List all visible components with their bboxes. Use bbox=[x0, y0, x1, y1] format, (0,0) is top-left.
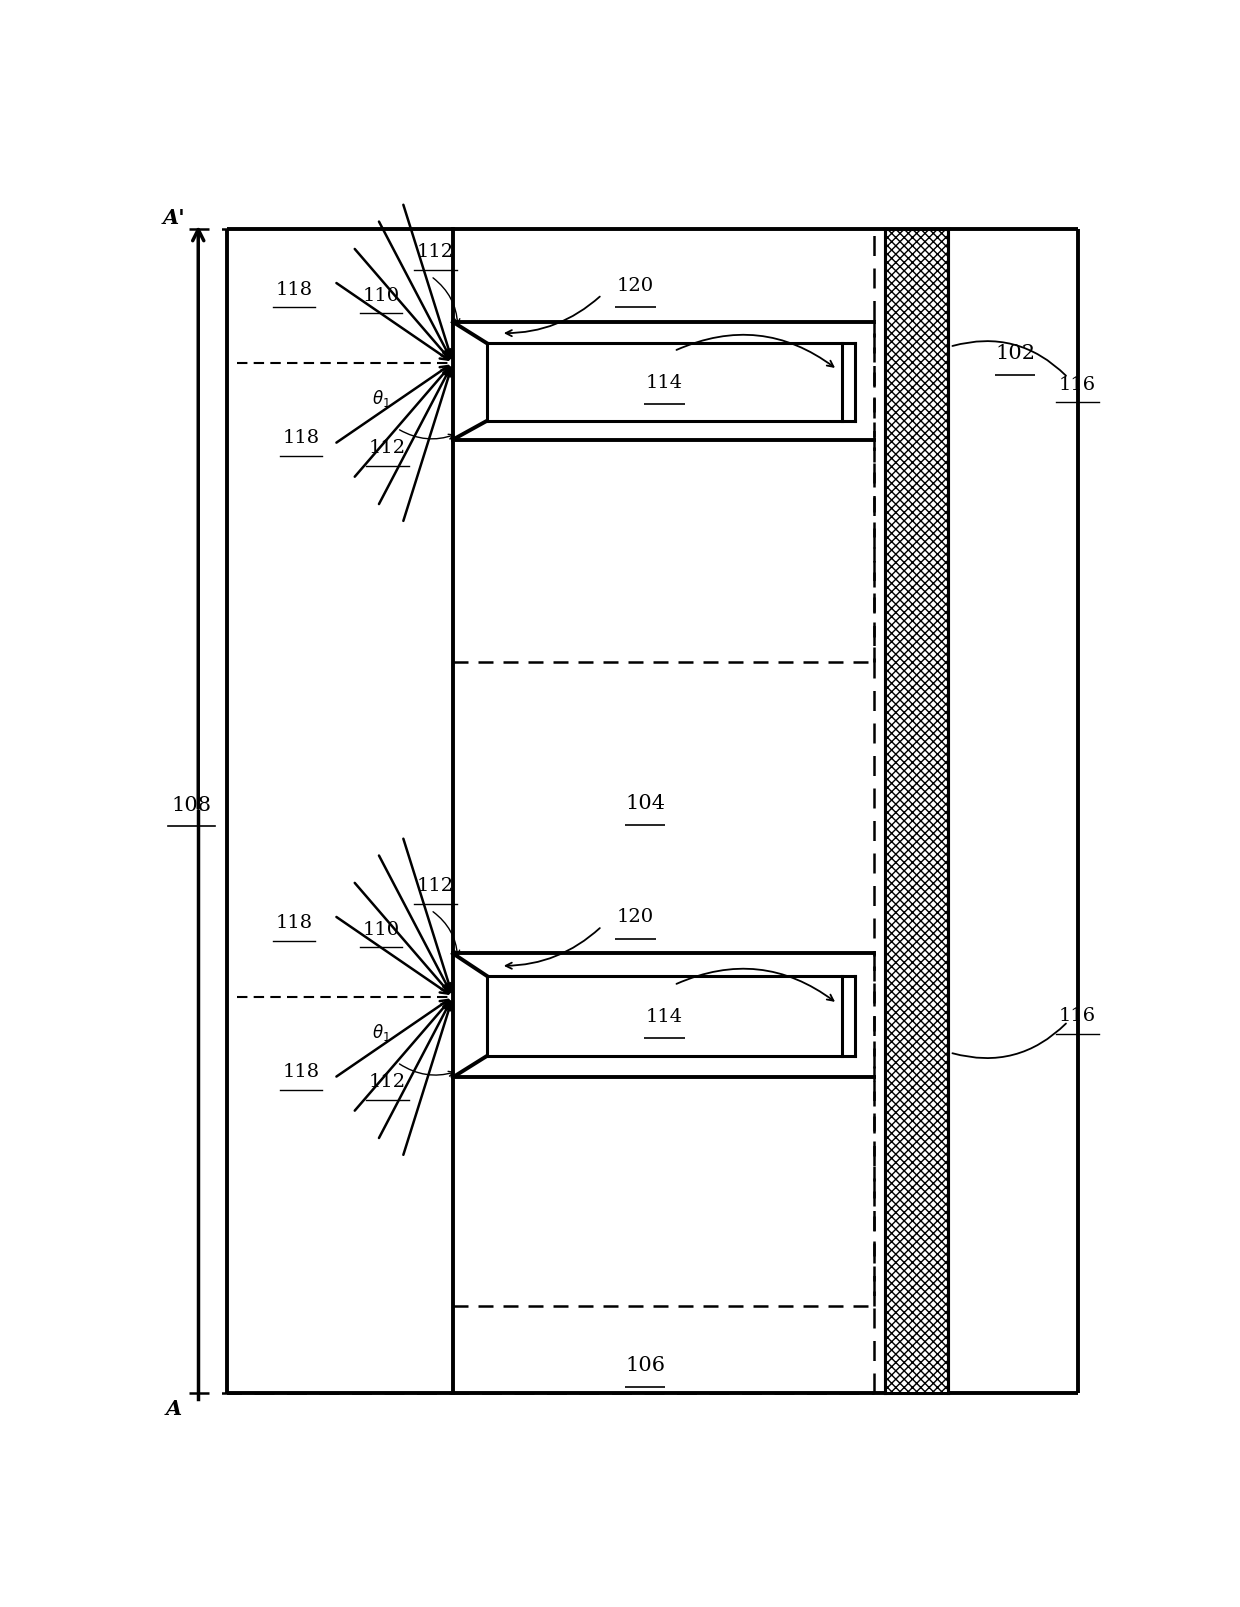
Text: 114: 114 bbox=[646, 374, 683, 392]
Text: 118: 118 bbox=[283, 1062, 320, 1080]
Text: $\theta_1$: $\theta_1$ bbox=[372, 1022, 391, 1043]
Text: A: A bbox=[166, 1398, 182, 1417]
Text: 112: 112 bbox=[370, 1072, 407, 1090]
Text: 118: 118 bbox=[275, 914, 312, 932]
Text: 112: 112 bbox=[370, 439, 407, 456]
Text: 116: 116 bbox=[1059, 1006, 1096, 1025]
Text: 116: 116 bbox=[1059, 376, 1096, 394]
Text: 106: 106 bbox=[625, 1355, 665, 1374]
Text: 104: 104 bbox=[625, 794, 665, 813]
Text: 110: 110 bbox=[362, 286, 399, 305]
Text: 120: 120 bbox=[618, 908, 653, 926]
Text: 110: 110 bbox=[362, 921, 399, 938]
Text: 102: 102 bbox=[994, 344, 1035, 363]
Text: 112: 112 bbox=[417, 877, 454, 895]
Text: $\theta_1$: $\theta_1$ bbox=[372, 387, 391, 408]
Text: 108: 108 bbox=[171, 795, 212, 815]
Text: 118: 118 bbox=[275, 280, 312, 299]
Text: 118: 118 bbox=[283, 429, 320, 447]
Text: 112: 112 bbox=[417, 243, 454, 262]
Text: 114: 114 bbox=[646, 1008, 683, 1025]
Text: 120: 120 bbox=[618, 276, 653, 294]
Text: A': A' bbox=[162, 207, 186, 228]
Bar bbox=[885, 230, 947, 1393]
